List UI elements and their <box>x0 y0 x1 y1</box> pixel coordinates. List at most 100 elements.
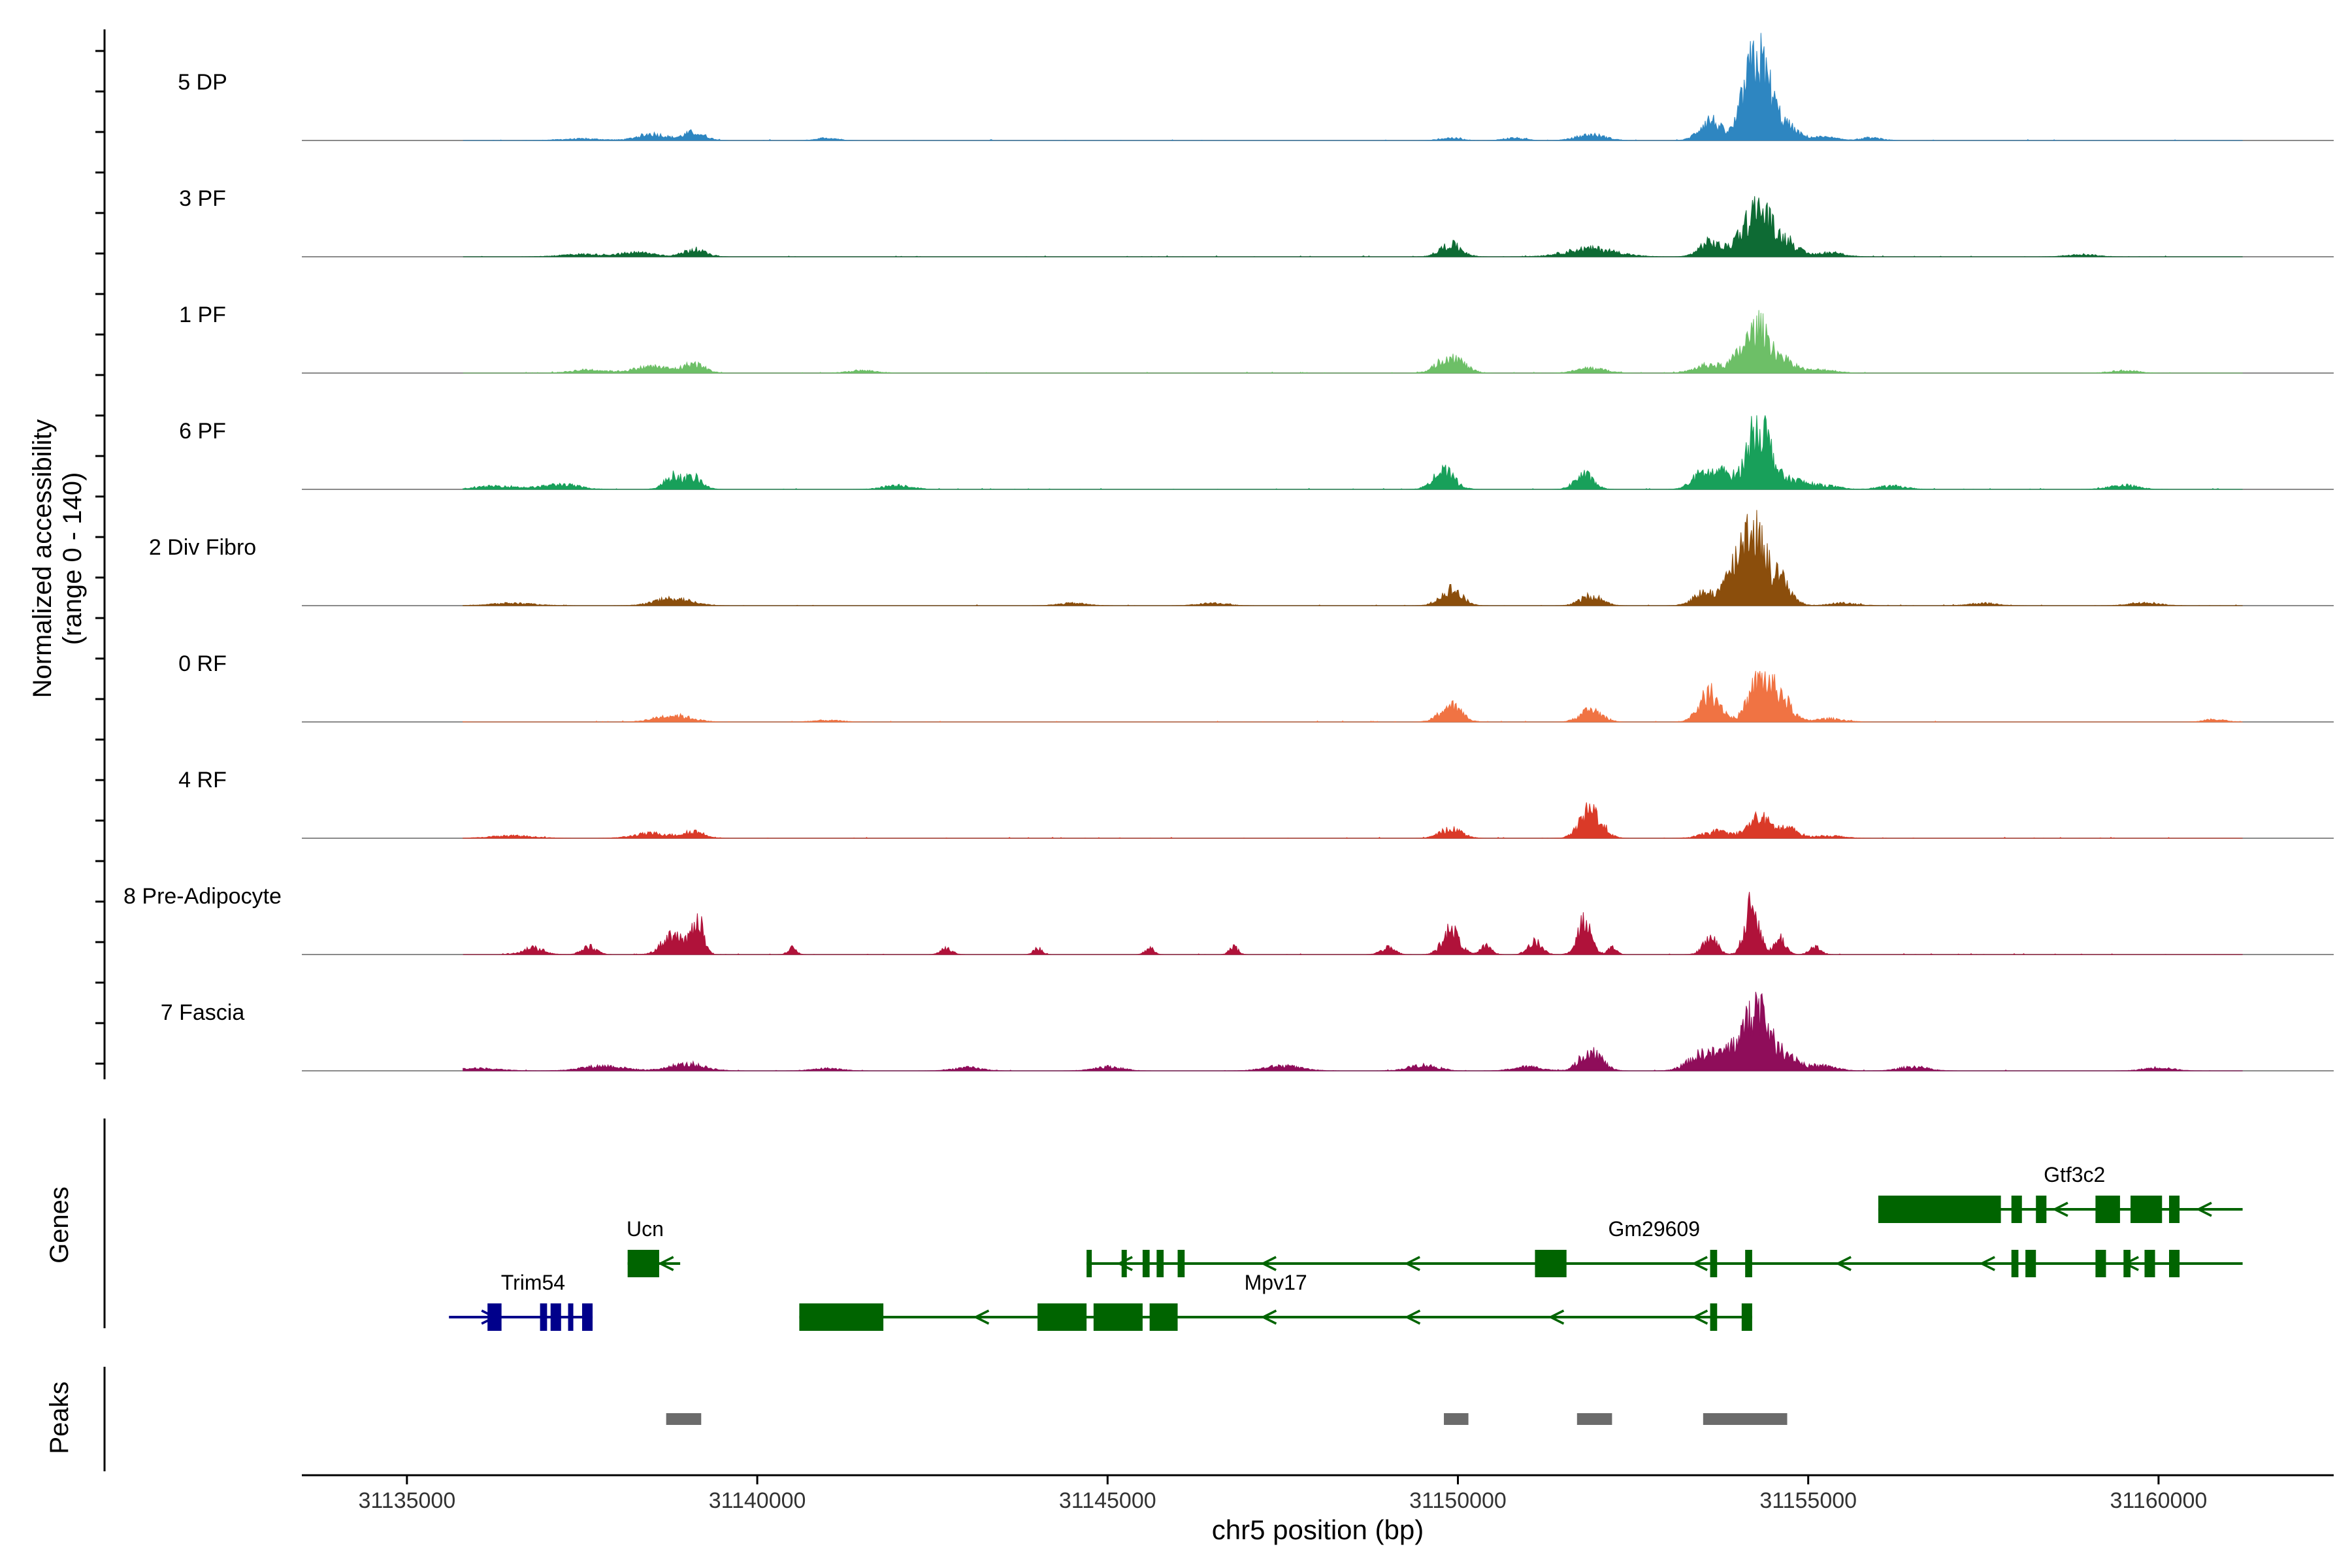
x-tick-label: 31140000 <box>709 1488 806 1513</box>
coverage-area <box>463 196 2243 257</box>
exon <box>1535 1250 1567 1277</box>
exon <box>1710 1303 1718 1331</box>
strand-arrow <box>1404 1309 1421 1325</box>
exon <box>2011 1250 2019 1277</box>
track-label: 7 Fascia <box>161 1000 245 1025</box>
exon <box>2131 1196 2163 1223</box>
track-label: 5 DP <box>178 70 227 95</box>
peak-region <box>666 1413 702 1425</box>
track-2-div-fibro: 2 Div Fibro <box>149 510 2334 606</box>
strand-arrow <box>1691 1309 1708 1325</box>
track-8-pre-adipocyte: 8 Pre-Adipocyte <box>123 884 2334 955</box>
exon <box>2025 1250 2036 1277</box>
gene-mpv17: Mpv17 <box>799 1271 1752 1331</box>
strand-arrow <box>2196 1201 2212 1217</box>
coverage-area <box>463 510 2243 606</box>
exon <box>1142 1250 1150 1277</box>
x-tick-label: 31160000 <box>2110 1488 2208 1513</box>
track-4-rf: 4 RF <box>178 768 2334 839</box>
x-tick-label: 31150000 <box>1409 1488 1507 1513</box>
exon <box>1710 1250 1718 1277</box>
genes-track: Trim54 Ucn Mpv17 Gm29609 Gtf3c2 <box>449 1163 2243 1331</box>
strand-arrow <box>1260 1309 1277 1325</box>
x-tick-label: 31145000 <box>1059 1488 1156 1513</box>
track-7-fascia: 7 Fascia <box>161 991 2334 1071</box>
strand-arrow <box>1117 1256 1133 1271</box>
exon <box>487 1303 502 1331</box>
coverage-area <box>463 415 2243 490</box>
strand-arrow <box>657 1256 674 1271</box>
exon <box>2123 1250 2131 1277</box>
gene-gtf3c2: Gtf3c2 <box>1878 1163 2243 1223</box>
gene-ucn: Ucn <box>627 1217 681 1277</box>
exon <box>2168 1196 2180 1223</box>
exon <box>627 1250 659 1277</box>
coverage-area <box>463 802 2243 839</box>
exon <box>2168 1250 2180 1277</box>
strand-arrow <box>1835 1256 1852 1271</box>
exon <box>550 1303 561 1331</box>
track-label: 0 RF <box>178 651 227 676</box>
y-axis-label: Normalized accessibility <box>28 419 57 698</box>
strand-arrow <box>1548 1309 1565 1325</box>
track-6-pf: 6 PF <box>179 415 2334 490</box>
gene-label: Trim54 <box>501 1271 565 1294</box>
exon <box>2095 1196 2120 1223</box>
peaks-panel-label: Peaks <box>45 1381 74 1454</box>
track-label: 4 RF <box>178 768 227 792</box>
y-axis-title: Normalized accessibility (range 0 - 140) <box>28 419 87 698</box>
x-axis-label: chr5 position (bp) <box>1212 1514 1424 1545</box>
exon <box>1086 1250 1092 1277</box>
exon <box>2095 1250 2106 1277</box>
x-tick-label: 31135000 <box>358 1488 455 1513</box>
peak-region <box>1444 1413 1469 1425</box>
track-5-dp: 5 DP <box>178 33 2334 141</box>
x-tick-label: 31155000 <box>1759 1488 1857 1513</box>
coverage-area <box>463 33 2243 141</box>
exon <box>1037 1303 1087 1331</box>
exon <box>1745 1250 1752 1277</box>
gene-label: Gtf3c2 <box>2044 1163 2105 1186</box>
exon <box>1156 1250 1164 1277</box>
track-label: 8 Pre-Adipocyte <box>123 884 282 909</box>
track-label: 6 PF <box>179 419 226 444</box>
tracks-panel: 5 DP 3 PF 1 PF 6 PF 2 Div Fibro 0 RF 4 RF 8 Pre… <box>123 33 2334 1071</box>
peak-region <box>1703 1413 1788 1425</box>
coverage-area <box>463 670 2243 723</box>
track-3-pf: 3 PF <box>179 186 2334 257</box>
gene-label: Gm29609 <box>1608 1217 1700 1241</box>
genes-panel-label: Genes <box>45 1186 74 1264</box>
x-axis-ticks: 31135000 31140000 31145000 31150000 31155000… <box>358 1475 2207 1513</box>
exon <box>540 1303 547 1331</box>
exon <box>1149 1303 1178 1331</box>
exon <box>2011 1196 2022 1223</box>
gene-trim54: Trim54 <box>449 1271 593 1331</box>
exon <box>2144 1250 2155 1277</box>
coverage-area <box>463 991 2243 1071</box>
tracks-axis <box>95 29 106 1079</box>
exon <box>1121 1250 1127 1277</box>
coverage-area <box>463 310 2243 374</box>
exon <box>581 1303 593 1331</box>
strand-arrow <box>1404 1256 1420 1271</box>
strand-arrow <box>1979 1256 1995 1271</box>
exon <box>1741 1303 1752 1331</box>
gene-label: Mpv17 <box>1245 1271 1307 1294</box>
exon <box>1093 1303 1143 1331</box>
gene-label: Ucn <box>627 1217 664 1241</box>
exon <box>799 1303 884 1331</box>
track-1-pf: 1 PF <box>179 302 2334 374</box>
strand-arrow <box>973 1309 990 1325</box>
exon <box>1177 1250 1185 1277</box>
peak-region <box>1576 1413 1612 1425</box>
peaks-track <box>666 1413 1788 1425</box>
track-label: 3 PF <box>179 186 226 211</box>
exon <box>568 1303 574 1331</box>
exon <box>1878 1196 2001 1223</box>
exon <box>2036 1196 2047 1223</box>
strand-arrow <box>1260 1256 1277 1271</box>
coverage-area <box>463 892 2243 955</box>
strand-arrow <box>1691 1256 1708 1271</box>
gene-gm29609: Gm29609 <box>1086 1217 2243 1277</box>
